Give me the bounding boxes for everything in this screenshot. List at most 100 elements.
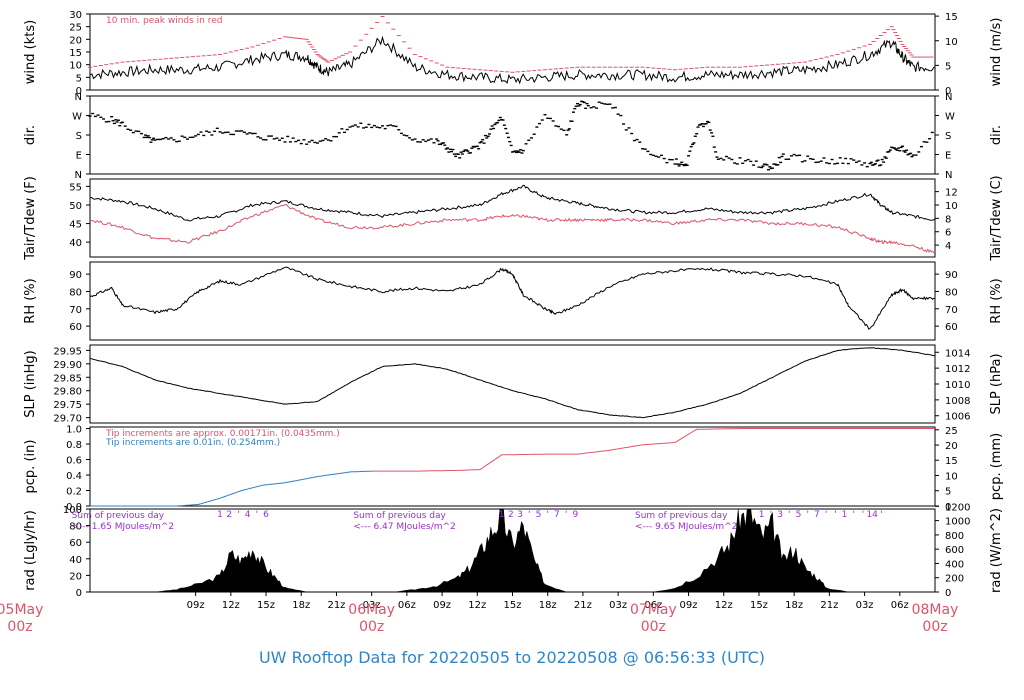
tick-label-right: 1000 bbox=[945, 517, 970, 528]
ylabel-right-dir: dir. bbox=[989, 125, 1004, 145]
series-line-rh bbox=[89, 266, 935, 330]
rad-hour-mark: ' bbox=[825, 510, 827, 520]
x-hour-label: 09z bbox=[433, 600, 451, 611]
tick-label-left: 0.2 bbox=[66, 487, 82, 498]
tick-label-right: 70 bbox=[945, 305, 958, 316]
rad-hour-mark: ' bbox=[880, 510, 882, 520]
ylabel-left-pcp: pcp. (in) bbox=[23, 440, 38, 494]
tick-label-left: N bbox=[75, 92, 82, 103]
tick-label-left: 30 bbox=[69, 10, 82, 21]
tick-label-right: 0 bbox=[945, 588, 951, 599]
tick-label-right: 4 bbox=[945, 241, 951, 252]
ylabel-left-wind: wind (kts) bbox=[23, 20, 38, 84]
tick-label-left: 50 bbox=[69, 201, 82, 212]
rad-hour-mark: ' bbox=[834, 510, 836, 520]
tick-label-right: 1200 bbox=[945, 502, 970, 513]
tick-label-right: 10 bbox=[945, 37, 958, 48]
tick-label-left: 90 bbox=[69, 270, 82, 281]
tick-label-right: 15 bbox=[945, 12, 958, 23]
rad-hour-mark: 3 bbox=[777, 510, 783, 520]
rad-hour-mark: 6 bbox=[263, 510, 269, 520]
x-hour-label: 03z bbox=[609, 600, 627, 611]
tick-label-right: 800 bbox=[945, 531, 964, 542]
panel-rh bbox=[86, 261, 939, 341]
x-day-sublabel: 00z bbox=[922, 619, 947, 635]
series-line-pcp-red bbox=[371, 428, 935, 472]
x-hour-label: 12z bbox=[468, 600, 486, 611]
rad-hour-mark: ' bbox=[546, 510, 548, 520]
tick-label-right: 6 bbox=[945, 228, 951, 239]
tick-label-left: 40 bbox=[69, 555, 82, 566]
rad-hour-mark: ' bbox=[788, 510, 790, 520]
ylabel-left-slp: SLP (inHg) bbox=[23, 350, 38, 418]
tick-label-left: 29.85 bbox=[53, 373, 82, 384]
rad-hour-mark: 9 bbox=[572, 510, 578, 520]
rad-hour-mark: 14 bbox=[866, 510, 878, 520]
series-line-slp bbox=[89, 347, 936, 419]
tick-label-left: N bbox=[75, 170, 82, 181]
rad-hour-mark: ' bbox=[565, 510, 567, 520]
tick-label-left: 0 bbox=[76, 588, 82, 599]
tick-label-right: 600 bbox=[945, 545, 964, 556]
tick-label-right: 25 bbox=[945, 426, 958, 437]
peak-wind-note: 10 min. peak winds in red bbox=[106, 16, 223, 26]
ylabel-right-pcp: pcp. (mm) bbox=[989, 433, 1004, 500]
tick-label-left: 29.95 bbox=[53, 346, 82, 357]
ylabel-right-rh: RH (%) bbox=[989, 278, 1004, 323]
tick-label-right: 5 bbox=[945, 61, 951, 72]
daily-sum-value: <--- 9.65 MJoules/m^2 bbox=[635, 522, 737, 532]
rad-hour-mark: ' bbox=[770, 510, 772, 520]
tick-label-right: W bbox=[945, 112, 955, 123]
rad-hour-mark: ' bbox=[237, 510, 239, 520]
daily-sum-label: Sum of previous day bbox=[72, 511, 165, 521]
series-line-wind-black bbox=[89, 35, 936, 85]
ylabel-right-slp: SLP (hPa) bbox=[989, 353, 1004, 414]
tick-label-left: 20 bbox=[69, 35, 82, 46]
tick-label-left: 70 bbox=[69, 305, 82, 316]
rad-hour-mark: 1 bbox=[759, 510, 765, 520]
tick-label-left: 5 bbox=[76, 73, 82, 84]
ylabel-right-temp: Tair/Tdew (C) bbox=[989, 175, 1004, 261]
x-hour-label: 06z bbox=[398, 600, 416, 611]
x-hour-label: 03z bbox=[856, 600, 874, 611]
tick-label-right: 0 bbox=[945, 86, 951, 97]
tick-label-left: S bbox=[76, 131, 82, 142]
daily-sum-value: <--- 1.65 MJoules/m^2 bbox=[72, 522, 174, 532]
tick-label-right: 60 bbox=[945, 322, 958, 333]
tick-label-left: 80 bbox=[69, 287, 82, 298]
tick-label-left: 100 bbox=[63, 505, 82, 516]
panel-frame-dir bbox=[89, 95, 936, 175]
tick-label-left: 55 bbox=[69, 182, 82, 193]
tick-label-left: 45 bbox=[69, 220, 82, 231]
rad-hour-mark: 7 bbox=[814, 510, 820, 520]
x-hour-label: 18z bbox=[292, 600, 310, 611]
ylabel-right-wind: wind (m/s) bbox=[989, 18, 1004, 87]
tick-label-left: 20 bbox=[69, 571, 82, 582]
ylabel-left-rh: RH (%) bbox=[23, 278, 38, 323]
weather-chart: wind (kts) wind (m/s)05101520253005101510… bbox=[0, 10, 1004, 635]
tick-label-left: 0.4 bbox=[66, 471, 82, 482]
panel-frame-rh bbox=[89, 261, 936, 341]
tick-label-right: 8 bbox=[945, 214, 951, 225]
tick-label-left: 0.8 bbox=[66, 440, 82, 451]
x-hour-label: 09z bbox=[680, 600, 698, 611]
tick-label-left: 40 bbox=[69, 238, 82, 249]
rad-hour-mark: ' bbox=[862, 510, 864, 520]
tick-label-right: 0 bbox=[945, 502, 951, 513]
tick-label-left: 60 bbox=[69, 322, 82, 333]
rad-hour-mark: 4 bbox=[245, 510, 251, 520]
series-line-temp-black bbox=[90, 184, 936, 222]
x-hour-label: 15z bbox=[257, 600, 275, 611]
tick-label-right: 1010 bbox=[945, 380, 970, 391]
tick-label-left: 10 bbox=[69, 61, 82, 72]
tick-label-right: 1014 bbox=[945, 348, 970, 359]
daily-sum-label: Sum of previous day bbox=[353, 511, 446, 521]
tick-label-right: 12 bbox=[945, 188, 958, 199]
tick-label-left: 29.80 bbox=[53, 387, 82, 398]
x-day-label: 08May bbox=[912, 602, 959, 618]
tick-label-left: W bbox=[72, 112, 82, 123]
tick-label-left: 0 bbox=[76, 86, 82, 97]
rad-hour-mark: ' bbox=[853, 510, 855, 520]
x-hour-label: 15z bbox=[504, 600, 522, 611]
tip-note-blue: Tip increments are 0.01in. (0.254mm.) bbox=[105, 438, 280, 448]
